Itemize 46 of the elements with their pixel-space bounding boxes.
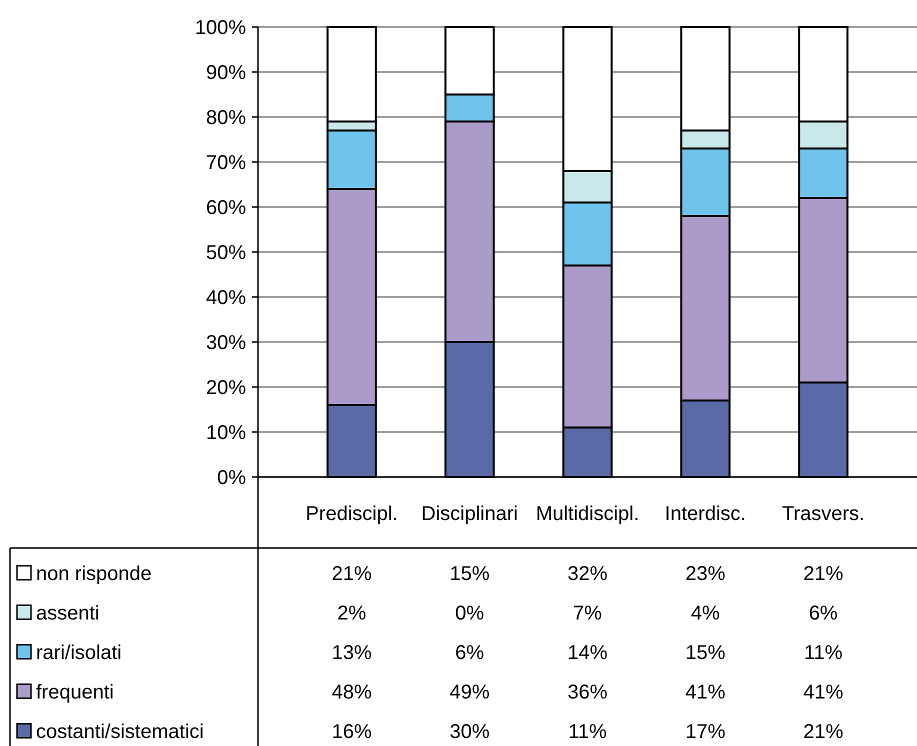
data-label: 32%: [567, 562, 608, 585]
x-tick-label: Disciplinari: [421, 503, 518, 525]
x-tick-label: Multidiscipl.: [536, 503, 640, 525]
data-label: 4%: [690, 602, 720, 624]
data-label: 6%: [808, 602, 838, 624]
data-label: 41%: [685, 681, 726, 704]
y-tick-label: 30%: [206, 332, 246, 354]
data-label: 30%: [450, 720, 490, 743]
data-label: 11%: [804, 642, 843, 664]
data-label: 36%: [567, 681, 608, 704]
y-tick-label: 0%: [217, 467, 246, 489]
legend-label: costanti/sistematici: [36, 720, 204, 743]
data-label: 13%: [332, 642, 372, 664]
data-label: 49%: [450, 681, 490, 704]
data-label: 11%: [568, 720, 607, 743]
x-tick-label: Prediscipl.: [306, 503, 398, 525]
legend-label: non risponde: [36, 562, 152, 585]
y-tick-label: 80%: [206, 107, 246, 129]
y-tick-label: 40%: [206, 287, 246, 309]
x-tick-label: Trasvers.: [782, 503, 865, 525]
data-label: 21%: [803, 720, 844, 743]
y-tick-label: 50%: [206, 242, 246, 264]
legend-label: assenti: [36, 602, 100, 624]
data-label: 7%: [573, 602, 602, 624]
data-label: 15%: [685, 642, 726, 664]
y-tick-label: 60%: [206, 197, 246, 219]
data-label: 41%: [803, 681, 844, 704]
x-tick-label: Interdisc.: [664, 503, 746, 525]
data-label: 14%: [567, 642, 608, 664]
legend-label: rari/isolati: [36, 642, 122, 664]
data-label: 23%: [685, 562, 726, 585]
y-tick-label: 20%: [206, 377, 246, 399]
y-tick-label: 100%: [194, 17, 246, 39]
data-label: 21%: [803, 562, 844, 585]
data-label: 21%: [332, 562, 372, 585]
y-tick-label: 90%: [206, 62, 246, 84]
y-tick-label: 10%: [206, 422, 246, 444]
data-label: 2%: [337, 602, 366, 624]
data-label: 16%: [332, 720, 372, 743]
data-label: 15%: [450, 562, 490, 585]
y-tick-label: 70%: [206, 152, 246, 174]
data-label: 17%: [685, 720, 726, 743]
data-label: 0%: [455, 602, 484, 624]
data-label: 6%: [455, 642, 484, 664]
legend-label: frequenti: [36, 681, 114, 704]
data-label: 48%: [332, 681, 372, 704]
